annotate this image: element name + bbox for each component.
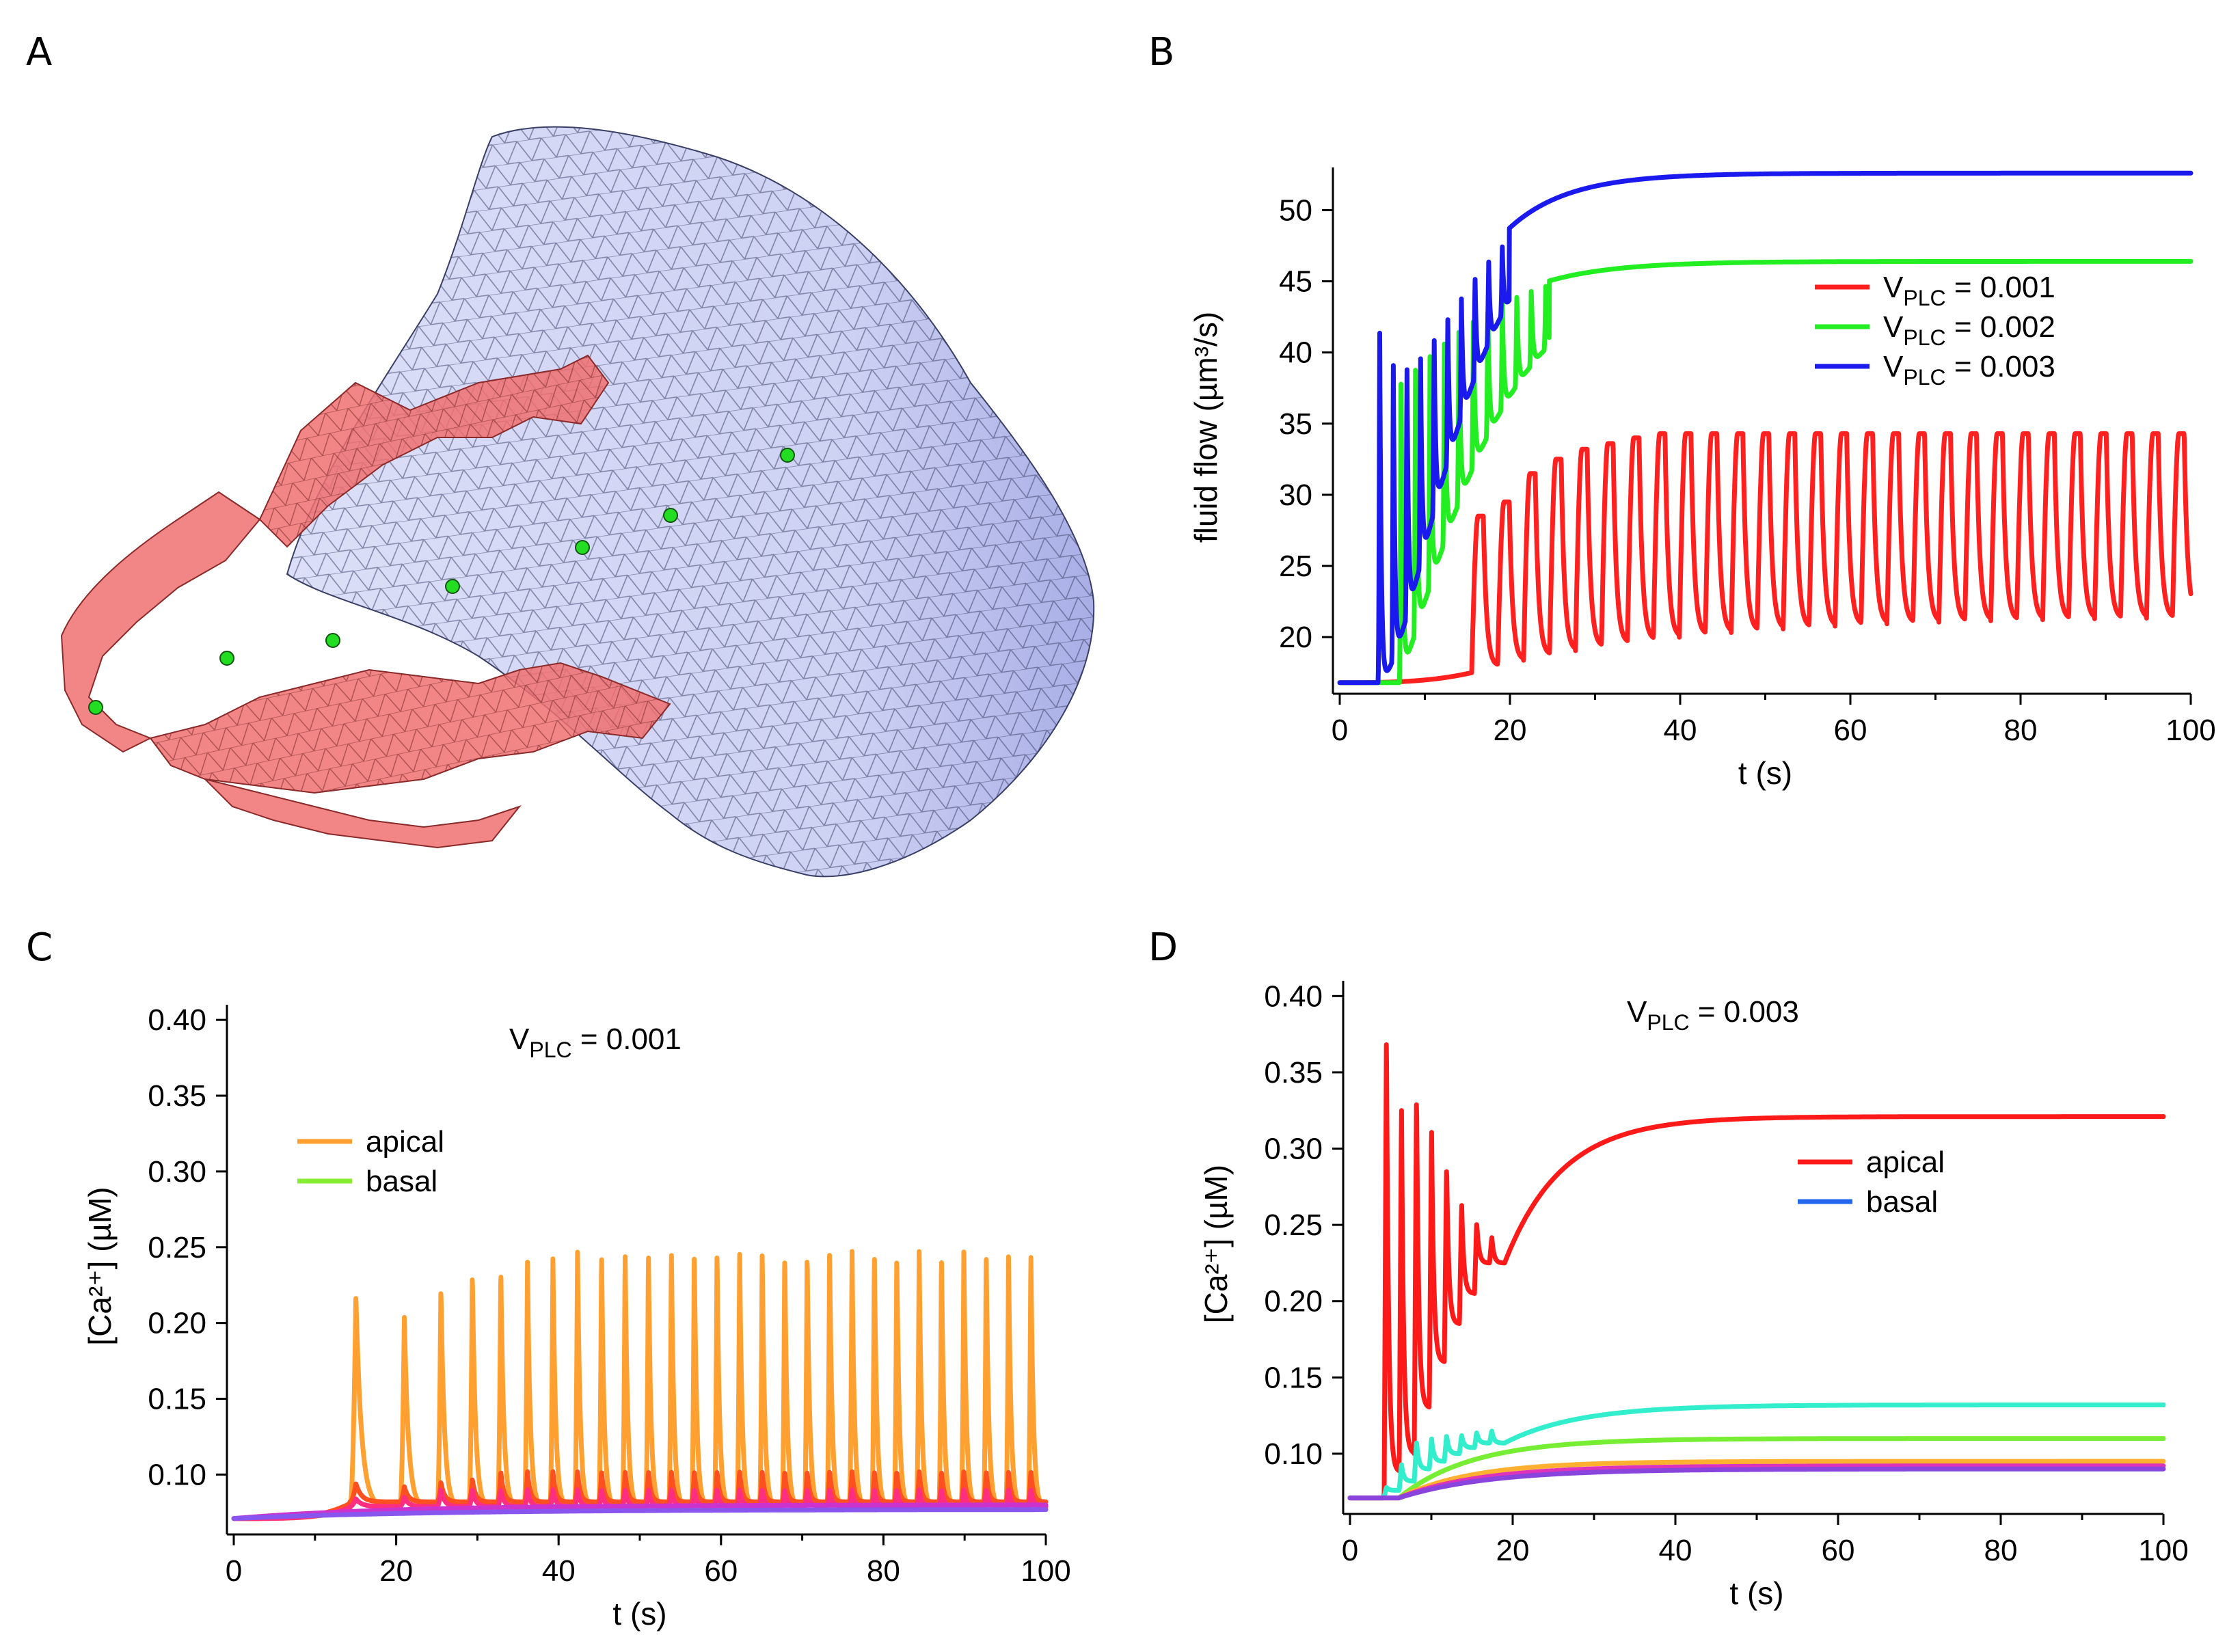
chart-calcium-vplc-0003: 0 20 40 60 80 100 0.10 0.15 0.20 0.25 0.30 0.35 0.40… <box>1198 979 2189 1611</box>
panel-letter-b: B <box>1148 30 1174 75</box>
x-tick-label: 100 <box>1021 1554 1070 1588</box>
legend-label: apical <box>366 1125 444 1159</box>
y-tick-label: 25 <box>1279 550 1312 583</box>
y-tick-label: 40 <box>1279 336 1312 370</box>
series-line-cyan <box>1347 1403 2166 1501</box>
vplc-annotation: VPLC = 0.001 <box>509 1023 681 1062</box>
legend-label: VPLC = 0.002 <box>1883 310 2055 350</box>
y-tick-label: 0.10 <box>1264 1437 1323 1471</box>
series-line-apical <box>1347 1042 2166 1501</box>
y-tick-label: 50 <box>1279 193 1312 227</box>
y-axis-title: fluid flow (µm³/s) <box>1188 312 1224 543</box>
legend-label: VPLC = 0.001 <box>1883 271 2055 310</box>
x-tick-label: 100 <box>2165 714 2215 747</box>
x-tick-label: 20 <box>379 1554 413 1588</box>
y-tick-label: 0.20 <box>1264 1285 1323 1318</box>
series-line-magenta <box>1347 1463 2166 1501</box>
y-tick-label: 30 <box>1279 478 1312 512</box>
series-line-intermediate <box>231 1469 1049 1521</box>
x-tick-label: 80 <box>2004 714 2038 747</box>
series-line-v-plc-0-002 <box>1337 258 2194 686</box>
y-tick-label: 0.40 <box>1264 979 1323 1013</box>
x-tick-label: 40 <box>542 1554 576 1588</box>
y-tick-label: 0.10 <box>148 1458 206 1491</box>
x-tick-label: 20 <box>1494 714 1527 747</box>
x-tick-label: 0 <box>1332 714 1348 747</box>
x-tick-label: 100 <box>2138 1534 2188 1567</box>
legend-label: basal <box>1866 1185 1938 1219</box>
series-line-basal <box>1347 1466 2166 1501</box>
y-tick-label: 0.35 <box>148 1079 206 1113</box>
x-axis-title: t (s) <box>1729 1575 1783 1611</box>
chart-calcium-vplc-0001: 0 20 40 60 80 100 0.10 0.15 0.20 0.25 0.30 0.35 0.40… <box>82 1003 1071 1631</box>
y-tick-label: 0.30 <box>1264 1133 1323 1166</box>
x-tick-label: 60 <box>1834 714 1867 747</box>
y-tick-label: 0.30 <box>148 1155 206 1189</box>
series-line-orange <box>1347 1459 2166 1501</box>
x-tick-label: 80 <box>1984 1534 2018 1567</box>
y-tick-label: 0.25 <box>148 1231 206 1264</box>
legend-label: basal <box>366 1165 437 1198</box>
y-tick-label: 0.15 <box>148 1383 206 1416</box>
x-tick-label: 0 <box>1342 1534 1358 1567</box>
x-tick-label: 0 <box>226 1554 242 1588</box>
panel-letter-c: C <box>26 925 53 970</box>
chart-fluid-flow: 0 20 40 60 80 100 20 25 30 35 40 45 50 t (s) fluid flo… <box>1188 167 2216 791</box>
x-tick-label: 40 <box>1664 714 1697 747</box>
vplc-annotation: VPLC = 0.003 <box>1627 995 1799 1035</box>
x-tick-label: 60 <box>704 1554 738 1588</box>
y-tick-label: 0.20 <box>148 1307 206 1340</box>
y-axis-title: [Ca²⁺] (µM) <box>1198 1165 1234 1323</box>
y-tick-label: 45 <box>1279 265 1312 299</box>
x-axis-title: t (s) <box>1738 755 1792 791</box>
x-tick-label: 80 <box>867 1554 900 1588</box>
y-axis-title: [Ca²⁺] (µM) <box>82 1187 118 1345</box>
y-tick-label: 0.35 <box>1264 1056 1323 1089</box>
legend-label: apical <box>1866 1146 1945 1179</box>
y-tick-label: 35 <box>1279 407 1312 441</box>
y-tick-label: 0.25 <box>1264 1208 1323 1242</box>
series-line-v-plc-0-001 <box>1337 431 2194 686</box>
legend-label: VPLC = 0.003 <box>1883 350 2055 390</box>
x-tick-label: 20 <box>1496 1534 1530 1567</box>
series-line-basal <box>231 1507 1049 1521</box>
panel-letter-a: A <box>26 30 52 75</box>
y-tick-label: 20 <box>1279 621 1312 654</box>
y-tick-label: 0.15 <box>1264 1361 1323 1394</box>
series-line-v-plc-0-003 <box>1337 170 2194 686</box>
x-tick-label: 60 <box>1822 1534 1855 1567</box>
x-tick-label: 40 <box>1659 1534 1692 1567</box>
sample-nodes <box>88 448 795 715</box>
series-line-basal-side <box>231 1502 1049 1521</box>
cell-mesh-illustration <box>60 126 1095 878</box>
y-tick-label: 0.40 <box>148 1003 206 1037</box>
x-axis-title: t (s) <box>612 1596 666 1631</box>
series-line-green <box>1347 1436 2166 1501</box>
series-line-apical <box>231 1249 1049 1521</box>
panel-letter-d: D <box>1148 925 1178 970</box>
